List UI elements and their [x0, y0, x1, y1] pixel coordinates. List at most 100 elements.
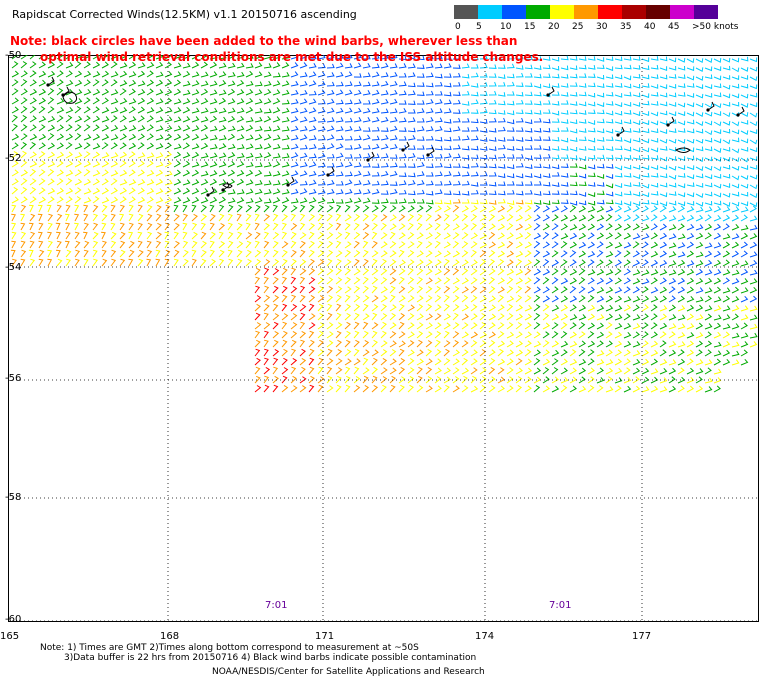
- wind-barb: [398, 214, 406, 222]
- wind-barb: [128, 160, 136, 168]
- wind-barb: [479, 128, 488, 133]
- wind-barb: [533, 277, 541, 285]
- wind-barb: [65, 70, 73, 78]
- wind-barb: [560, 199, 569, 204]
- wind-barb: [542, 376, 550, 384]
- wind-barb: [434, 153, 443, 159]
- wind-barb: [29, 204, 34, 213]
- wind-barb: [164, 88, 173, 96]
- wind-barb: [209, 98, 218, 105]
- wind-barb: [389, 241, 397, 249]
- wind-barb: [272, 240, 279, 249]
- wind-barb: [344, 204, 351, 213]
- wind-barb: [272, 384, 279, 393]
- wind-barb: [488, 154, 497, 160]
- wind-barb: [740, 349, 748, 357]
- wind-barb: [707, 101, 715, 111]
- wind-barb: [596, 385, 604, 393]
- wind-barb: [506, 81, 515, 87]
- wind-barb: [497, 331, 505, 339]
- wind-barb: [713, 305, 722, 312]
- wind-barb: [263, 375, 270, 384]
- wind-barb: [20, 231, 27, 240]
- wind-barb: [209, 222, 215, 231]
- wind-barb: [146, 55, 154, 60]
- wind-barb: [353, 117, 362, 123]
- wind-barb: [317, 349, 325, 357]
- wind-barb: [416, 189, 425, 195]
- wind-barb: [110, 71, 119, 78]
- wind-barb: [308, 170, 317, 177]
- wind-barb: [137, 70, 146, 78]
- wind-barb: [569, 181, 578, 187]
- wind-barb: [326, 375, 333, 384]
- wind-barb: [471, 64, 479, 69]
- wind-barb: [488, 358, 496, 366]
- wind-barb: [686, 138, 695, 144]
- wind-barb: [605, 183, 614, 189]
- wind-barb: [164, 151, 172, 159]
- wind-barb: [281, 276, 288, 285]
- wind-barb: [281, 55, 290, 60]
- wind-barb: [578, 214, 587, 222]
- wind-barb: [443, 127, 452, 133]
- wind-barb: [524, 119, 533, 125]
- wind-barb: [668, 331, 676, 339]
- wind-barb: [704, 277, 713, 285]
- wind-barb: [425, 259, 433, 267]
- wind-barb: [362, 162, 371, 168]
- wind-barb: [614, 214, 622, 222]
- wind-barb: [497, 173, 506, 179]
- wind-barb: [65, 249, 72, 258]
- wind-barb: [362, 100, 371, 105]
- wind-barb: [578, 101, 587, 107]
- wind-barb: [614, 242, 623, 249]
- wind-barb: [632, 233, 641, 240]
- wind-barb: [182, 258, 189, 267]
- wind-barb: [29, 151, 37, 159]
- wind-barb: [443, 294, 450, 303]
- wind-barb: [236, 197, 245, 204]
- wind-barb: [56, 106, 65, 114]
- wind-barb: [497, 304, 505, 312]
- wind-barb: [533, 240, 541, 249]
- wind-barb: [281, 126, 290, 132]
- wind-barb: [326, 240, 334, 249]
- wind-barb: [164, 79, 173, 87]
- wind-barb: [227, 258, 234, 267]
- wind-barb: [425, 153, 434, 159]
- wind-barb: [605, 191, 614, 197]
- wind-barb: [209, 258, 217, 267]
- wind-barb: [677, 183, 686, 189]
- wind-barb: [452, 99, 461, 105]
- wind-barb: [749, 139, 758, 145]
- wind-barb: [686, 119, 695, 125]
- wind-barb: [326, 258, 333, 267]
- wind-barb: [344, 126, 353, 132]
- wind-barb: [56, 196, 64, 204]
- wind-barb: [542, 295, 551, 303]
- wind-barb: [452, 171, 461, 177]
- wind-barb: [389, 80, 398, 87]
- wind-barb: [173, 196, 182, 204]
- wind-barb: [362, 367, 370, 375]
- wind-barb: [749, 193, 758, 199]
- wind-barb: [443, 330, 450, 339]
- wind-barb: [317, 322, 325, 330]
- wind-barb: [227, 62, 236, 69]
- wind-barb: [272, 55, 281, 60]
- wind-barb: [461, 55, 470, 61]
- wind-barb: [722, 112, 731, 118]
- wind-barb: [605, 83, 614, 88]
- wind-barb: [677, 165, 686, 171]
- wind-barb: [686, 165, 695, 171]
- wind-barb: [632, 56, 641, 61]
- wind-barb: [92, 196, 100, 204]
- wind-barb: [488, 55, 497, 60]
- wind-barb: [605, 66, 614, 72]
- wind-barb: [587, 154, 596, 160]
- wind-barb: [173, 107, 182, 114]
- wind-barb: [547, 86, 555, 96]
- wind-barb: [416, 295, 424, 303]
- wind-barb: [389, 98, 398, 105]
